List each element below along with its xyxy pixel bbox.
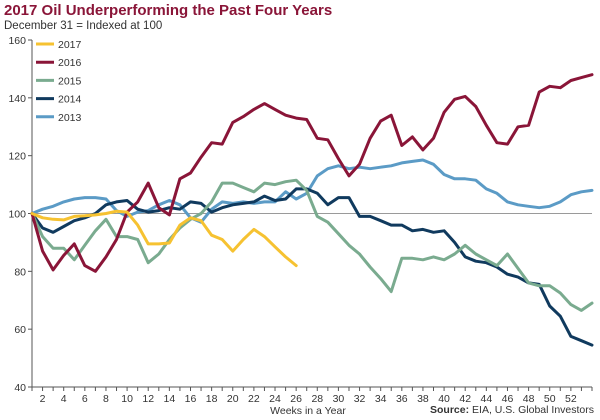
- x-tick-label: 16: [185, 393, 197, 405]
- x-tick-label: 28: [311, 393, 323, 405]
- x-tick-label: 4: [61, 393, 67, 405]
- x-tick-label: 48: [523, 393, 535, 405]
- x-tick-label: 26: [290, 393, 302, 405]
- y-tick-label: 140: [8, 93, 26, 105]
- y-tick-label: 60: [14, 324, 26, 336]
- y-tick-label: 160: [8, 35, 26, 47]
- x-tick-label: 14: [164, 393, 176, 405]
- legend-label-2013: 2013: [58, 112, 82, 124]
- x-tick-label: 30: [333, 393, 345, 405]
- x-tick-label: 42: [459, 393, 471, 405]
- x-tick-label: 22: [248, 393, 260, 405]
- x-tick-label: 46: [502, 393, 514, 405]
- chart-subtitle: December 31 = Indexed at 100: [4, 20, 163, 32]
- x-tick-label: 20: [227, 393, 239, 405]
- x-tick-label: 6: [82, 393, 88, 405]
- x-tick-label: 44: [480, 393, 492, 405]
- x-tick-label: 50: [544, 393, 556, 405]
- x-tick-label: 8: [103, 393, 109, 405]
- source-text: EIA, U.S. Global Investors: [472, 404, 594, 416]
- x-tick-label: 38: [417, 393, 429, 405]
- series-line-2015: [30, 178, 594, 312]
- y-tick-label: 100: [8, 209, 26, 221]
- x-tick-label: 36: [396, 393, 408, 405]
- source-note: Source: EIA, U.S. Global Investors: [430, 404, 594, 416]
- x-tick-label: 12: [142, 393, 154, 405]
- legend-label-2016: 2016: [58, 57, 82, 69]
- series-line-2014: [30, 187, 594, 347]
- series-line-2017: [30, 209, 298, 268]
- y-tick-label: 40: [14, 382, 26, 394]
- y-tick-label: 80: [14, 266, 26, 278]
- x-tick-label: 24: [269, 393, 281, 405]
- source-label: Source:: [430, 404, 470, 416]
- x-tick-label: 52: [565, 393, 577, 405]
- x-tick-label: 2: [40, 393, 46, 405]
- x-tick-label: 34: [375, 393, 387, 405]
- x-tick-label: 40: [438, 393, 450, 405]
- x-axis-title: Weeks in a Year: [270, 405, 346, 417]
- legend-label-2015: 2015: [58, 75, 82, 87]
- legend: 2017 2016 2015 2014 2013: [36, 39, 82, 124]
- y-tick-label: 120: [8, 151, 26, 163]
- series-lines: [30, 73, 594, 347]
- legend-label-2014: 2014: [58, 94, 82, 106]
- chart-title: 2017 Oil Underperforming the Past Four Y…: [4, 2, 333, 19]
- series-line-2016: [30, 73, 594, 273]
- x-tick-label: 32: [354, 393, 366, 405]
- x-tick-label: 10: [121, 393, 133, 405]
- x-tick-label: 18: [206, 393, 218, 405]
- legend-label-2017: 2017: [58, 39, 82, 51]
